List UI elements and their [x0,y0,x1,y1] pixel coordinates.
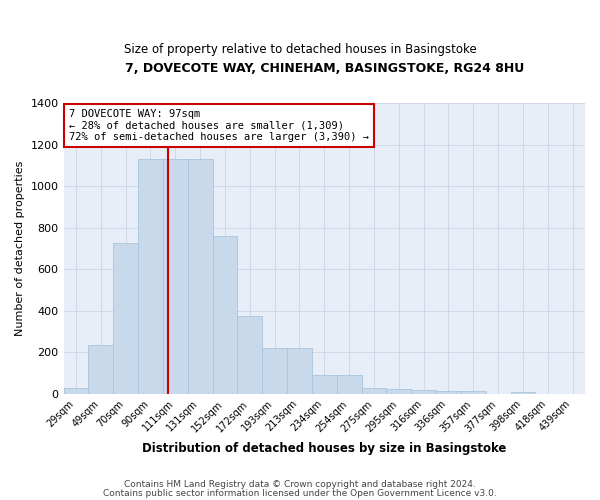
Bar [337,375,362,394]
Bar [163,159,188,394]
Text: 7 DOVECOTE WAY: 97sqm
← 28% of detached houses are smaller (1,309)
72% of semi-d: 7 DOVECOTE WAY: 97sqm ← 28% of detached … [69,109,369,142]
Text: Contains public sector information licensed under the Open Government Licence v3: Contains public sector information licen… [103,488,497,498]
Bar [411,390,436,394]
Bar [362,388,386,394]
Bar [386,388,411,394]
Bar [511,392,535,394]
Bar [188,159,212,394]
Bar [461,392,485,394]
Bar [238,316,262,394]
Bar [436,390,461,394]
Bar [138,159,163,394]
Text: Size of property relative to detached houses in Basingstoke: Size of property relative to detached ho… [124,42,476,56]
Y-axis label: Number of detached properties: Number of detached properties [15,160,25,336]
X-axis label: Distribution of detached houses by size in Basingstoke: Distribution of detached houses by size … [142,442,506,455]
Bar [212,236,238,394]
Bar [312,375,337,394]
Bar [88,345,113,394]
Bar [113,243,138,394]
Bar [64,388,88,394]
Bar [262,348,287,394]
Text: Contains HM Land Registry data © Crown copyright and database right 2024.: Contains HM Land Registry data © Crown c… [124,480,476,489]
Title: 7, DOVECOTE WAY, CHINEHAM, BASINGSTOKE, RG24 8HU: 7, DOVECOTE WAY, CHINEHAM, BASINGSTOKE, … [125,62,524,76]
Bar [287,348,312,394]
